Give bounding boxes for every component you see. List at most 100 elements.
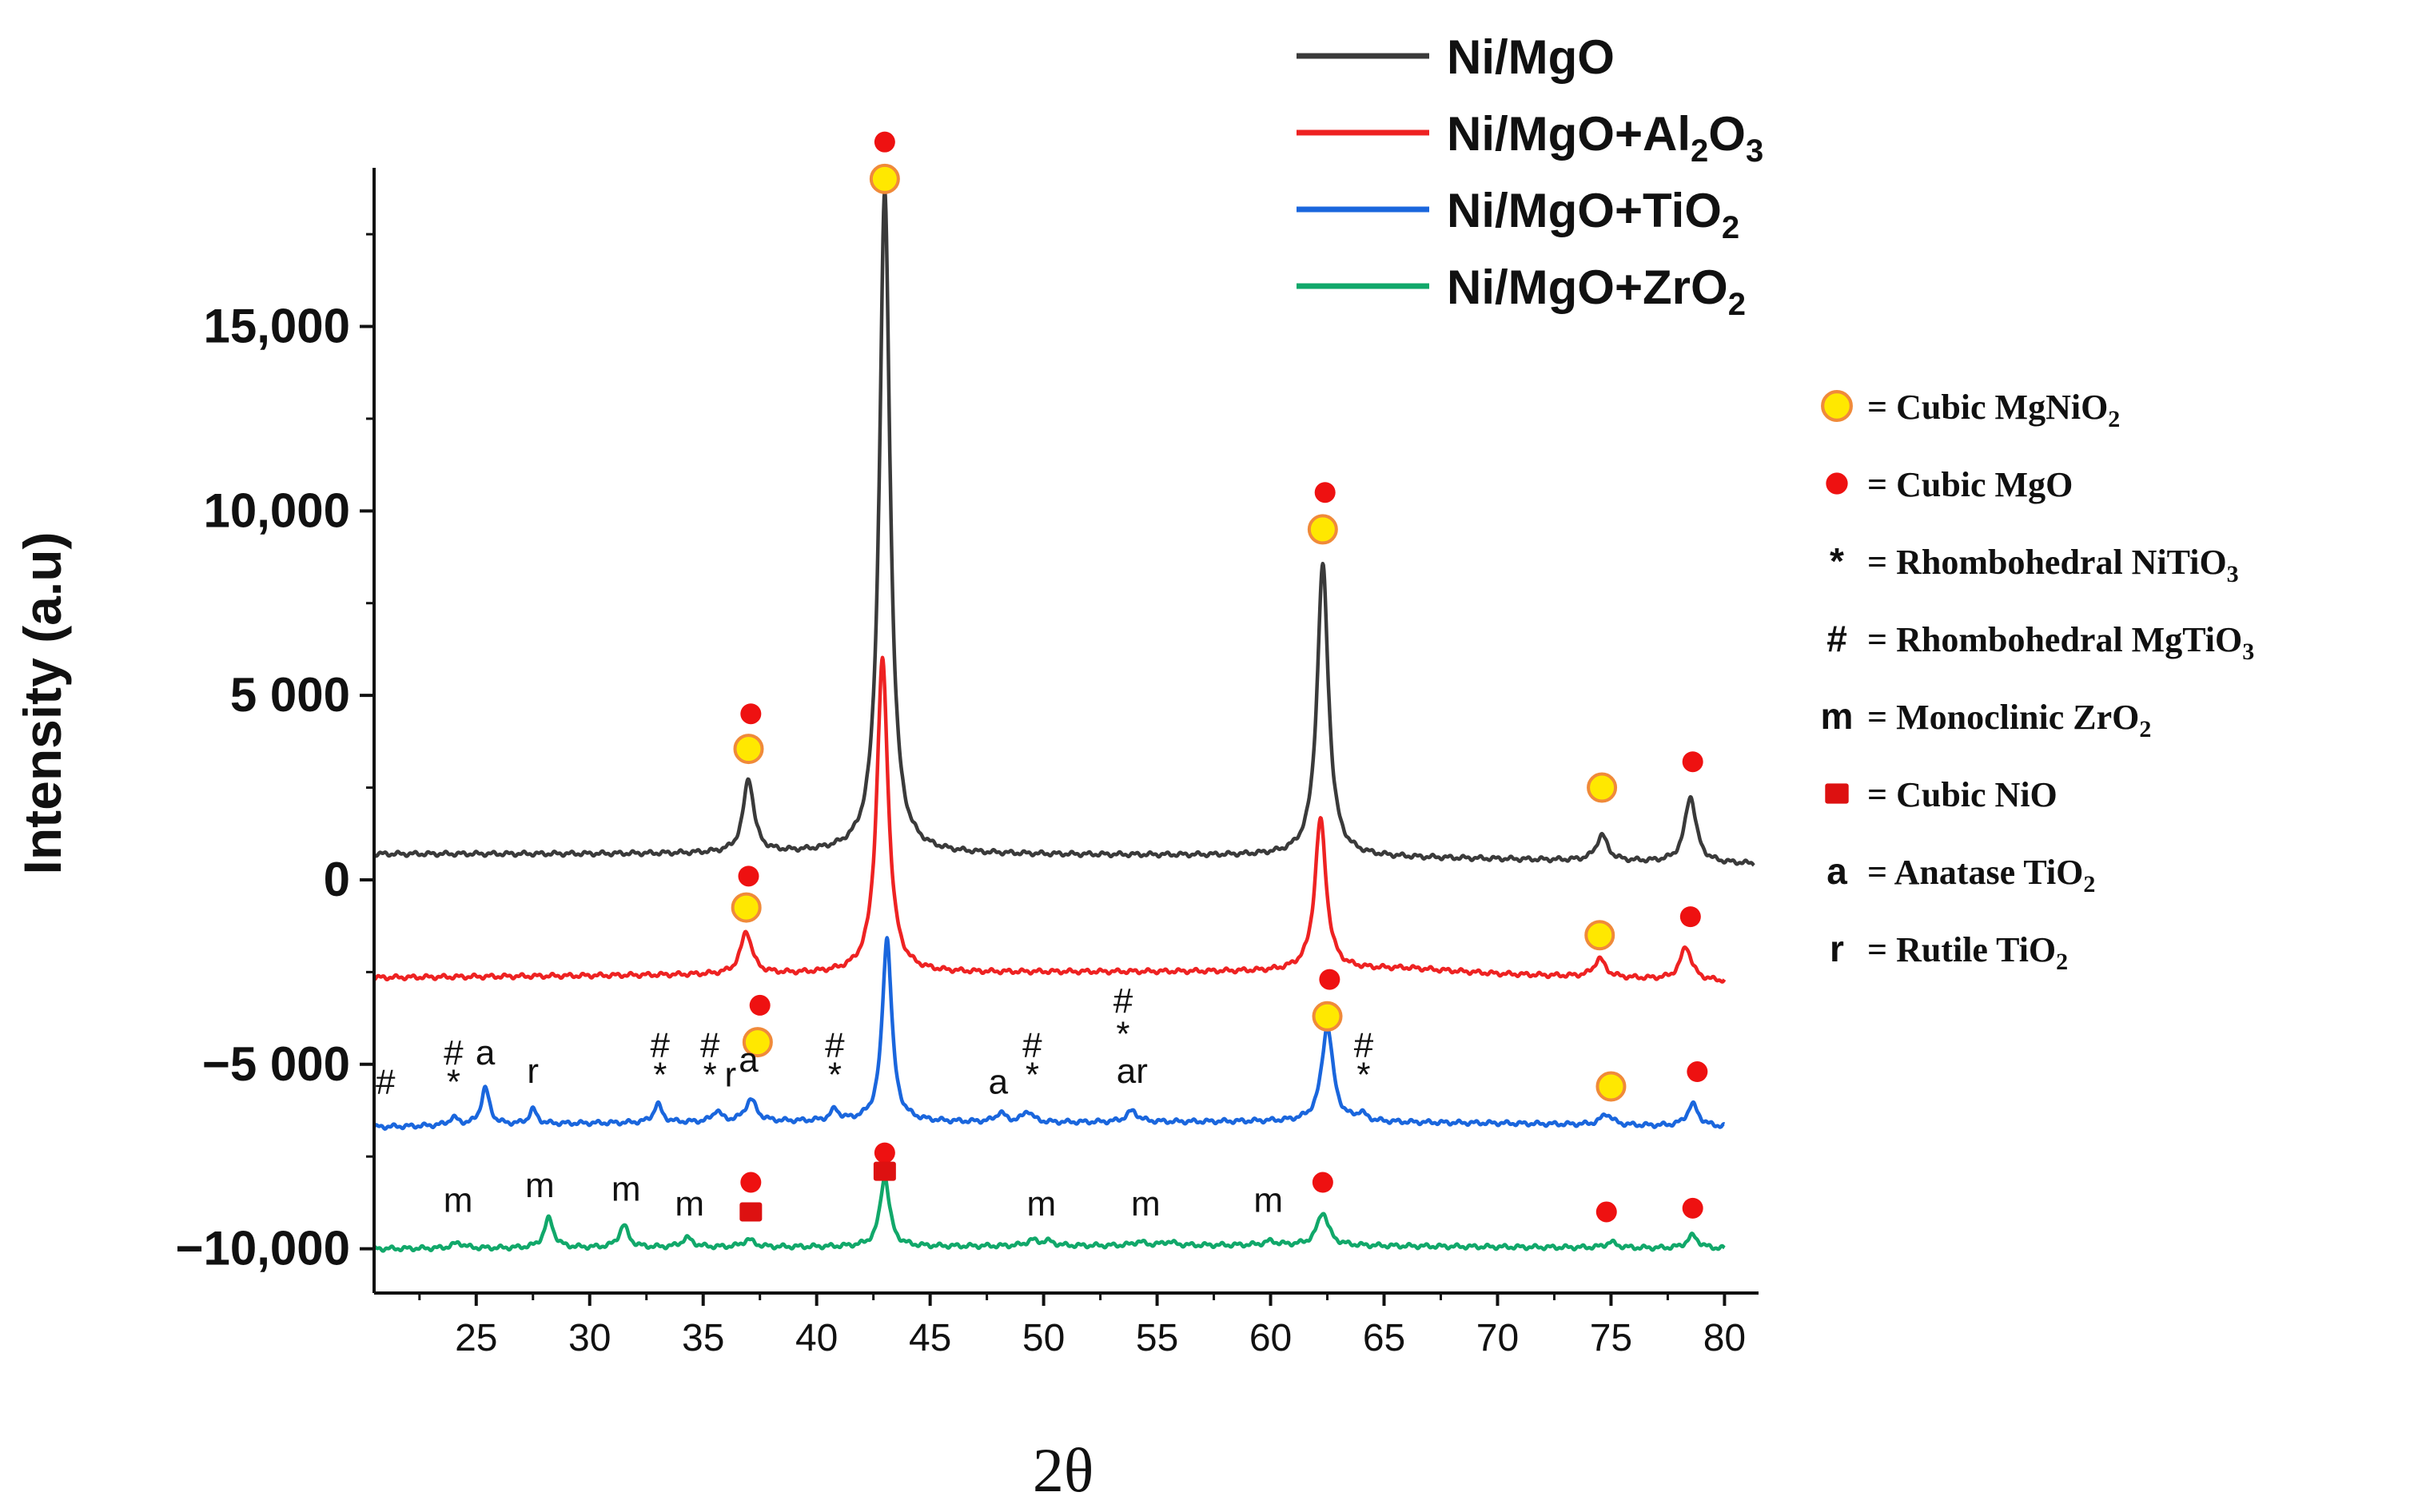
- x-tick-label: 60: [1249, 1317, 1292, 1359]
- peak-label: m: [675, 1184, 704, 1224]
- y-axis-label: Intensity (a.u): [13, 531, 72, 874]
- x-tick-label: 50: [1022, 1317, 1065, 1359]
- x-tick-label: 30: [568, 1317, 611, 1359]
- peak-label: *: [703, 1055, 717, 1094]
- peak-label: m: [1026, 1184, 1056, 1224]
- x-axis-label: 2θ: [1033, 1435, 1093, 1505]
- legend-subscript: 3: [1746, 133, 1763, 169]
- peak-label: #: [651, 1026, 671, 1065]
- peak-label: #: [376, 1063, 396, 1102]
- y-tick-label: 10,000: [203, 483, 350, 537]
- phase-key-label-2: = Cubic MgO: [1867, 465, 2073, 504]
- phase-key-symbol: #: [1826, 618, 1847, 659]
- phase-key-symbol: r: [1830, 928, 1844, 969]
- series-line-4: [372, 1175, 1726, 1253]
- red-dot-marker: [1319, 969, 1340, 990]
- phase-key-symbol: m: [1821, 695, 1854, 737]
- red-dot-marker: [738, 865, 759, 887]
- phase-key-label-3: = Rhombohedral NiTiO3: [1867, 543, 2239, 587]
- y-tick-label: 0: [324, 853, 350, 906]
- phase-key-label-7: = Anatase TiO2: [1867, 853, 2095, 897]
- legend-label-text: Ni/MgO: [1447, 30, 1615, 84]
- phase-key: = Cubic MgNiO2= Cubic MgO* = Rhombohedral…: [1821, 388, 2255, 975]
- peak-label: *: [828, 1055, 842, 1094]
- peak-label: #: [444, 1033, 464, 1072]
- red-dot-marker: [1826, 472, 1848, 495]
- phase-key-text: = Cubic MgNiO: [1867, 388, 2108, 427]
- series-line-1: [372, 189, 1755, 867]
- peak-label: a: [739, 1040, 759, 1080]
- yellow-circle-marker: [1307, 514, 1338, 545]
- phase-key-text: = Anatase TiO: [1867, 853, 2083, 892]
- peak-label: *: [1356, 1055, 1370, 1094]
- red-dot-marker: [740, 703, 762, 725]
- peak-label: *: [1026, 1055, 1039, 1094]
- peak-label: *: [447, 1063, 460, 1102]
- red-dot-marker: [1595, 1201, 1617, 1223]
- peak-label: m: [1253, 1180, 1283, 1220]
- x-tick-label: 35: [682, 1317, 724, 1359]
- axes: 25 30 35 40 45 50 55 60 65 70 75 80 15,000 10,000 5 00…: [175, 168, 1759, 1359]
- phase-key-text: = Cubic MgO: [1867, 465, 2073, 504]
- phase-key-label-6: = Cubic NiO: [1867, 775, 2057, 814]
- x-tick-label: 65: [1363, 1317, 1405, 1359]
- red-square-marker: [1825, 783, 1849, 804]
- x-tick-label: 55: [1136, 1317, 1178, 1359]
- phase-key-symbol: *: [1830, 540, 1844, 582]
- red-dot-marker: [740, 1172, 762, 1193]
- y-tick-label: 15,000: [203, 300, 350, 353]
- y-tick-label: −5 000: [202, 1037, 350, 1091]
- red-square-marker: [739, 1202, 763, 1222]
- phase-key-subscript: 2: [2083, 871, 2095, 897]
- peak-label: m: [525, 1166, 555, 1205]
- peak-label: #: [1113, 981, 1133, 1021]
- phase-key-subscript: 2: [2139, 716, 2151, 742]
- yellow-circle-marker: [1584, 920, 1615, 951]
- phase-key-subscript: 3: [2242, 639, 2254, 665]
- y-tick-label: −10,000: [175, 1222, 350, 1275]
- phase-key-subscript: 3: [2227, 561, 2239, 587]
- legend-subscript: 2: [1691, 133, 1708, 169]
- phase-key-label-1: = Cubic MgNiO2: [1867, 388, 2120, 432]
- x-tick-label: 80: [1703, 1317, 1746, 1359]
- red-dot-marker: [1679, 906, 1701, 928]
- phase-key-text: = Cubic NiO: [1867, 775, 2057, 814]
- y-tick-label: 5 000: [230, 668, 350, 722]
- peak-label: a: [476, 1033, 496, 1072]
- phase-key-text: = Rhombohedral NiTiO: [1867, 543, 2227, 582]
- yellow-circle-marker: [731, 892, 762, 923]
- peak-label: m: [611, 1170, 641, 1209]
- red-dot-marker: [1687, 1061, 1708, 1083]
- peak-label: r: [527, 1052, 539, 1091]
- phase-key-label-5: = Monoclinic ZrO2: [1867, 698, 2151, 742]
- peak-label: ar: [1117, 1052, 1148, 1091]
- yellow-circle-marker: [742, 1027, 773, 1058]
- red-dot-marker: [1314, 482, 1336, 503]
- peak-label: a: [989, 1063, 1009, 1102]
- x-tick-label: 25: [455, 1317, 497, 1359]
- peak-label: *: [653, 1055, 667, 1094]
- series-line-2: [372, 655, 1727, 984]
- legend-label-text: Ni/MgO+Al: [1447, 107, 1691, 161]
- phase-key-subscript: 2: [2108, 406, 2120, 432]
- red-square-marker: [873, 1161, 896, 1181]
- peak-label: #: [1354, 1026, 1374, 1065]
- red-dot-marker: [1682, 1197, 1703, 1219]
- phase-key-subscript: 2: [2056, 949, 2068, 975]
- phase-key-text: = Monoclinic ZrO: [1867, 698, 2139, 737]
- yellow-circle-marker: [1587, 772, 1618, 803]
- x-tick-label: 75: [1590, 1317, 1632, 1359]
- legend-label-text: O: [1708, 107, 1746, 161]
- x-tick-label: 70: [1476, 1317, 1519, 1359]
- peak-marker-layer: [731, 131, 1708, 1223]
- red-dot-marker: [1682, 751, 1703, 773]
- peak-label: #: [825, 1026, 845, 1065]
- series-line-3: [372, 936, 1726, 1131]
- yellow-circle-marker: [869, 163, 900, 194]
- legend-label-3: Ni/MgO+TiO2: [1447, 184, 1739, 245]
- peak-label: r: [724, 1055, 736, 1094]
- peak-label: m: [1131, 1184, 1161, 1224]
- red-dot-marker: [749, 994, 771, 1016]
- peak-label: *: [1116, 1015, 1129, 1054]
